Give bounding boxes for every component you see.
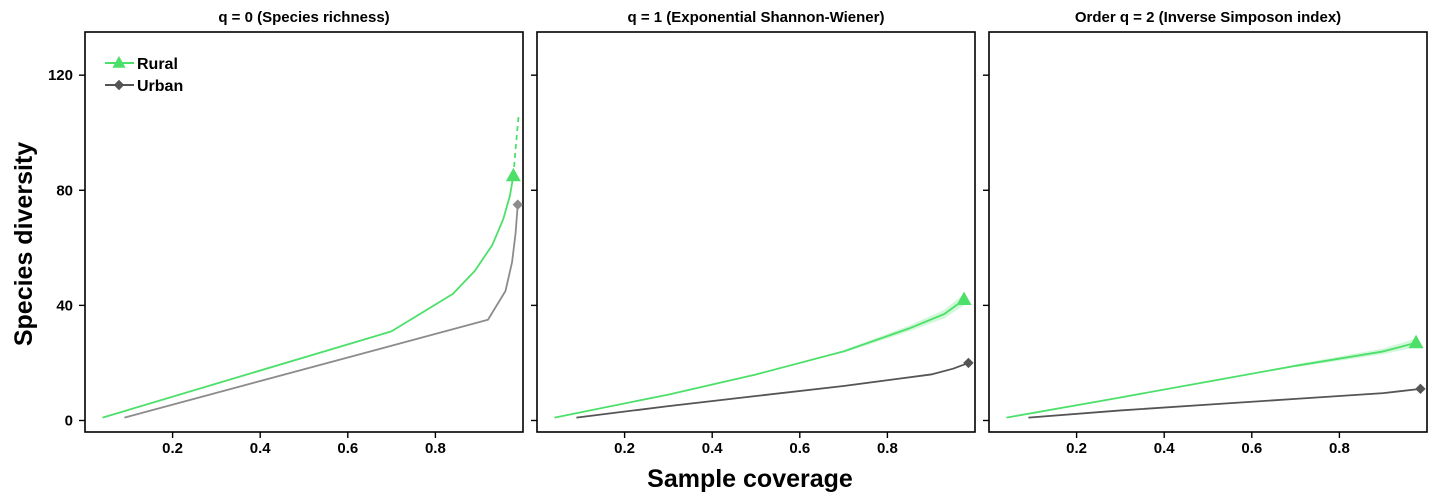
x-tick-label: 0.2 — [162, 440, 183, 457]
legend-urban-label: Urban — [137, 78, 183, 95]
legend-rural-label: Rural — [137, 56, 178, 73]
panel-frame — [84, 31, 524, 433]
legend-rural-marker — [112, 55, 126, 68]
series-rural-extrapolated — [512, 115, 520, 176]
panel-title: q = 1 (Exponential Shannon-Wiener) — [628, 9, 885, 26]
panel-2: q = 1 (Exponential Shannon-Wiener) 0.2 0.4… — [531, 9, 976, 457]
y-axis-label: Species diversity — [10, 142, 38, 346]
y-tick-label: 0 — [65, 412, 73, 429]
series-urban-line — [576, 362, 969, 419]
series-rural-line — [102, 175, 515, 419]
x-tick-label: 0.2 — [1066, 440, 1087, 457]
y-tick-label: 40 — [56, 297, 73, 314]
panel-frame — [988, 31, 1428, 433]
x-tick-label: 0.4 — [1154, 440, 1176, 457]
panel-frame — [536, 31, 976, 433]
x-tick-label: 0.6 — [789, 440, 810, 457]
series-rural-band — [843, 293, 965, 353]
series-urban-point — [1415, 383, 1426, 395]
x-tick-label: 0.8 — [1329, 440, 1350, 457]
series-rural-point — [956, 291, 972, 306]
y-tick-label: 120 — [48, 67, 73, 84]
panel-3: Order q = 2 (Inverse Simposon index) 0.2 0… — [983, 9, 1428, 457]
x-tick-label: 0.2 — [614, 440, 635, 457]
legend: Rural Urban — [105, 55, 183, 95]
series-urban-point — [963, 357, 974, 369]
panel-1: q = 0 (Species richness) 0.2 0.4 0.6 0.8 0 40 8… — [48, 9, 524, 457]
legend-urban-marker — [113, 79, 125, 91]
panel-title: q = 0 (Species richness) — [218, 9, 389, 26]
series-rural-point — [1408, 334, 1424, 349]
series-rural-line — [554, 298, 965, 419]
series-rural-line — [1006, 341, 1417, 419]
series-urban-line — [1028, 387, 1421, 419]
series-rural-point — [505, 167, 521, 182]
y-tick-label: 80 — [56, 182, 73, 199]
x-tick-label: 0.8 — [877, 440, 898, 457]
panels: q = 0 (Species richness) 0.2 0.4 0.6 0.8 0 40 8… — [48, 9, 1428, 457]
x-tick-label: 0.8 — [425, 440, 446, 457]
x-tick-label: 0.4 — [250, 440, 272, 457]
x-tick-label: 0.6 — [337, 440, 358, 457]
x-tick-label: 0.4 — [702, 440, 724, 457]
x-tick-label: 0.6 — [1241, 440, 1262, 457]
series-urban-point — [512, 199, 523, 210]
x-axis-label: Sample coverage — [647, 465, 853, 493]
series-urban-line — [124, 204, 519, 419]
panel-title: Order q = 2 (Inverse Simposon index) — [1075, 9, 1341, 26]
